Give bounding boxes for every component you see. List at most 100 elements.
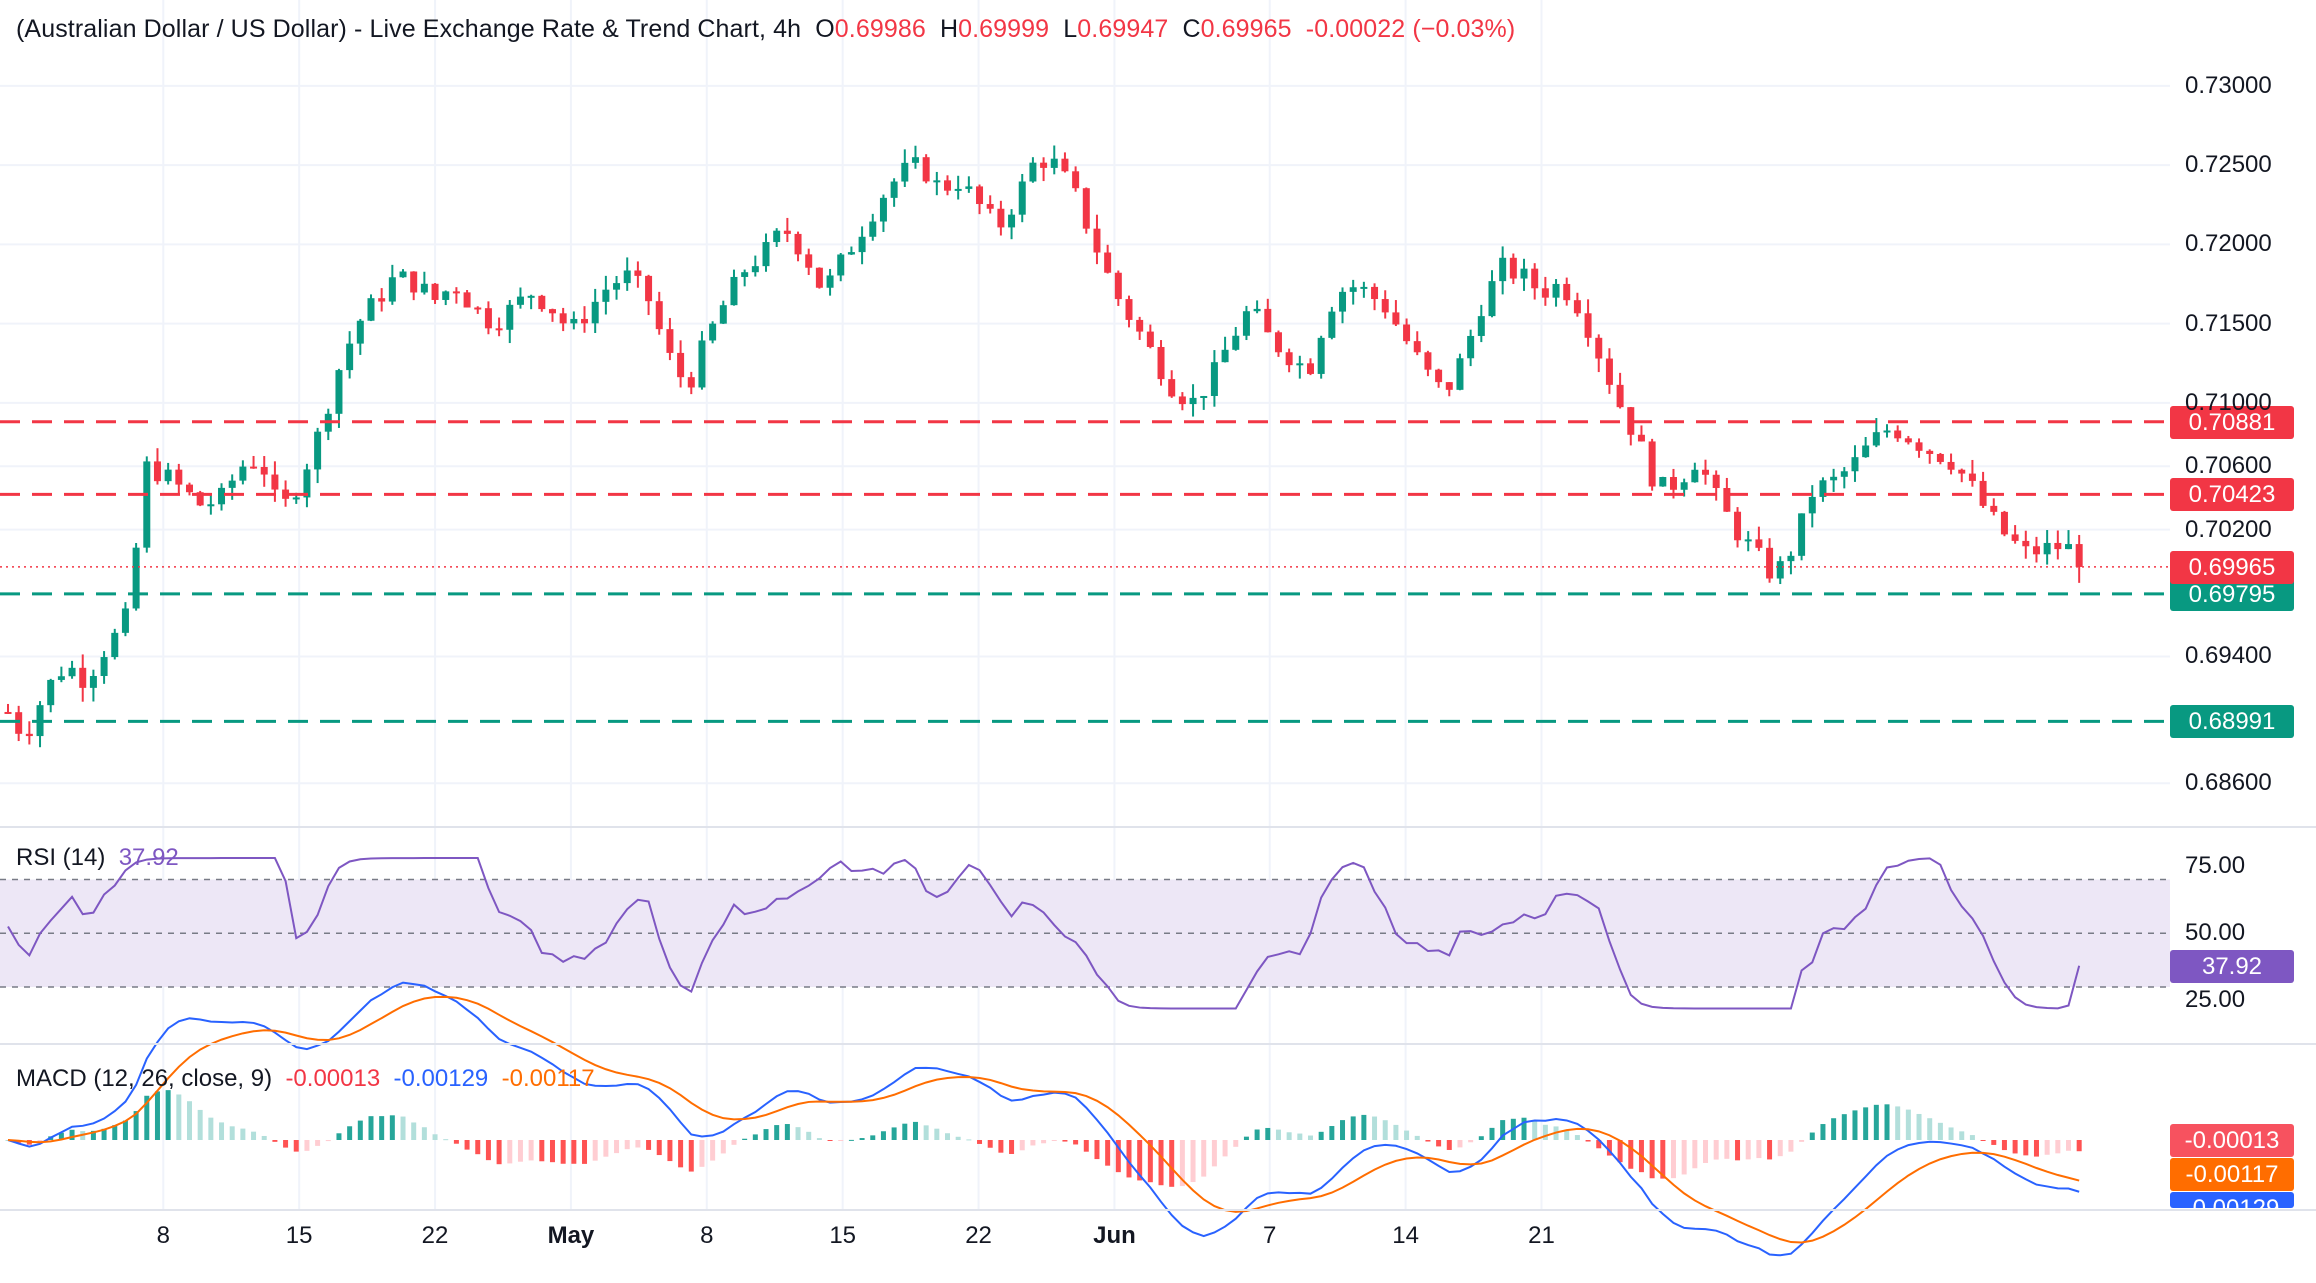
candle-body xyxy=(773,230,781,243)
candle-body xyxy=(1840,471,1848,477)
macd-histogram-bar xyxy=(475,1140,481,1155)
macd-histogram-bar xyxy=(1628,1140,1634,1169)
macd-histogram-bar xyxy=(101,1128,107,1140)
time-axis-tick: 8 xyxy=(700,1222,714,1249)
close-label: C xyxy=(1182,15,1201,43)
macd-histogram-bar xyxy=(699,1140,705,1167)
candle-body xyxy=(1915,442,1923,451)
candle-body xyxy=(2032,546,2040,555)
macd-histogram-bar xyxy=(880,1131,886,1140)
last-price-tag: 0.69965 xyxy=(2170,550,2294,584)
candle-body xyxy=(1680,482,1688,490)
macd-histogram-bar xyxy=(1009,1140,1015,1154)
candle-body xyxy=(901,162,909,182)
rsi-axis-tick: 50.00 xyxy=(2185,919,2246,947)
candle-body xyxy=(741,272,749,277)
macd-histogram-bar xyxy=(1841,1114,1847,1140)
candle-body xyxy=(1808,496,1816,514)
macd-histogram-bar xyxy=(1243,1136,1249,1140)
candle-body xyxy=(1445,382,1453,390)
candle-body xyxy=(1413,341,1421,353)
candle-body xyxy=(1595,337,1603,359)
rsi-axis-tick: 75.00 xyxy=(2185,852,2246,880)
candle-body xyxy=(1669,477,1677,490)
candle-body xyxy=(410,271,418,293)
low-value: 0.69947 xyxy=(1077,15,1169,43)
candle-body xyxy=(709,323,717,341)
candle-body xyxy=(655,301,663,330)
macd-histogram-bar xyxy=(1372,1116,1378,1140)
candle-body xyxy=(474,307,482,310)
candle-body xyxy=(1787,555,1795,562)
candle-body xyxy=(121,608,129,633)
candle-body xyxy=(250,466,258,469)
candle-body xyxy=(997,208,1005,228)
macd-histogram-bar xyxy=(1660,1140,1666,1179)
candle-body xyxy=(677,352,685,378)
candle-body xyxy=(1872,432,1880,446)
candle-body xyxy=(1627,407,1635,435)
candle-body xyxy=(826,275,834,288)
macd-histogram-bar xyxy=(1457,1140,1463,1148)
candle-body xyxy=(1968,473,1976,481)
macd-hist-value: -0.00013 xyxy=(285,1065,381,1092)
candle-body xyxy=(815,267,823,288)
macd-histogram-bar xyxy=(635,1140,641,1148)
candle-body xyxy=(1082,188,1090,229)
macd-histogram-bar xyxy=(1831,1118,1837,1140)
price-axis-tick: 0.71500 xyxy=(2185,309,2272,337)
candle-body xyxy=(1830,476,1838,481)
macd-histogram-bar xyxy=(1329,1126,1335,1140)
candle-body xyxy=(1605,358,1613,385)
candle-body xyxy=(484,308,492,329)
macd-histogram-bar xyxy=(528,1140,534,1161)
macd-histogram-bar xyxy=(1030,1140,1036,1146)
macd-histogram-bar xyxy=(368,1116,374,1140)
candle-body xyxy=(1210,362,1218,396)
candle-body xyxy=(645,275,653,302)
time-axis-tick: 15 xyxy=(829,1222,857,1249)
price-axis-tick: 0.68600 xyxy=(2185,769,2272,797)
macd-histogram-bar xyxy=(784,1124,790,1140)
macd-histogram-bar xyxy=(421,1127,427,1140)
candle-body xyxy=(527,295,535,298)
candle-body xyxy=(399,271,407,278)
macd-signal-value: -0.00117 xyxy=(501,1065,595,1092)
candle-body xyxy=(1328,311,1336,338)
macd-histogram-bar xyxy=(1307,1135,1313,1140)
candle-body xyxy=(1648,441,1656,487)
macd-histogram-bar xyxy=(1404,1130,1410,1140)
candle-body xyxy=(1531,268,1539,289)
macd-histogram-bar xyxy=(464,1140,470,1150)
time-axis-tick: 8 xyxy=(156,1222,170,1249)
candle-body xyxy=(153,461,161,482)
high-label: H xyxy=(939,15,959,43)
candle-body xyxy=(1936,453,1944,462)
macd-histogram-bar xyxy=(197,1109,203,1140)
candle-body xyxy=(1734,511,1742,541)
candle-body xyxy=(282,489,290,499)
macd-histogram-bar xyxy=(752,1134,758,1140)
macd-histogram-bar xyxy=(485,1140,491,1161)
candle-body xyxy=(1541,288,1549,298)
support-level-tag: 0.68991 xyxy=(2170,705,2294,739)
candle-body xyxy=(57,676,65,680)
macd-histogram-bar xyxy=(69,1129,75,1140)
candle-body xyxy=(698,340,706,388)
macd-histogram-bar xyxy=(1574,1135,1580,1140)
macd-histogram-bar xyxy=(1777,1140,1783,1157)
candle-body xyxy=(495,328,503,331)
macd-histogram-bar xyxy=(1980,1140,1986,1141)
macd-histogram-bar xyxy=(186,1101,192,1140)
candle-body xyxy=(1819,480,1827,497)
grid-lines xyxy=(0,0,2170,1210)
candle-body xyxy=(591,301,599,324)
candle-body xyxy=(1947,461,1955,470)
rsi-label: RSI (14) xyxy=(16,844,106,871)
macd-histogram-bar xyxy=(1478,1136,1484,1140)
levels xyxy=(0,420,2170,723)
macd-histogram-bar xyxy=(763,1129,769,1140)
macd-histogram-bar xyxy=(1425,1140,1431,1142)
candle-body xyxy=(185,484,193,493)
